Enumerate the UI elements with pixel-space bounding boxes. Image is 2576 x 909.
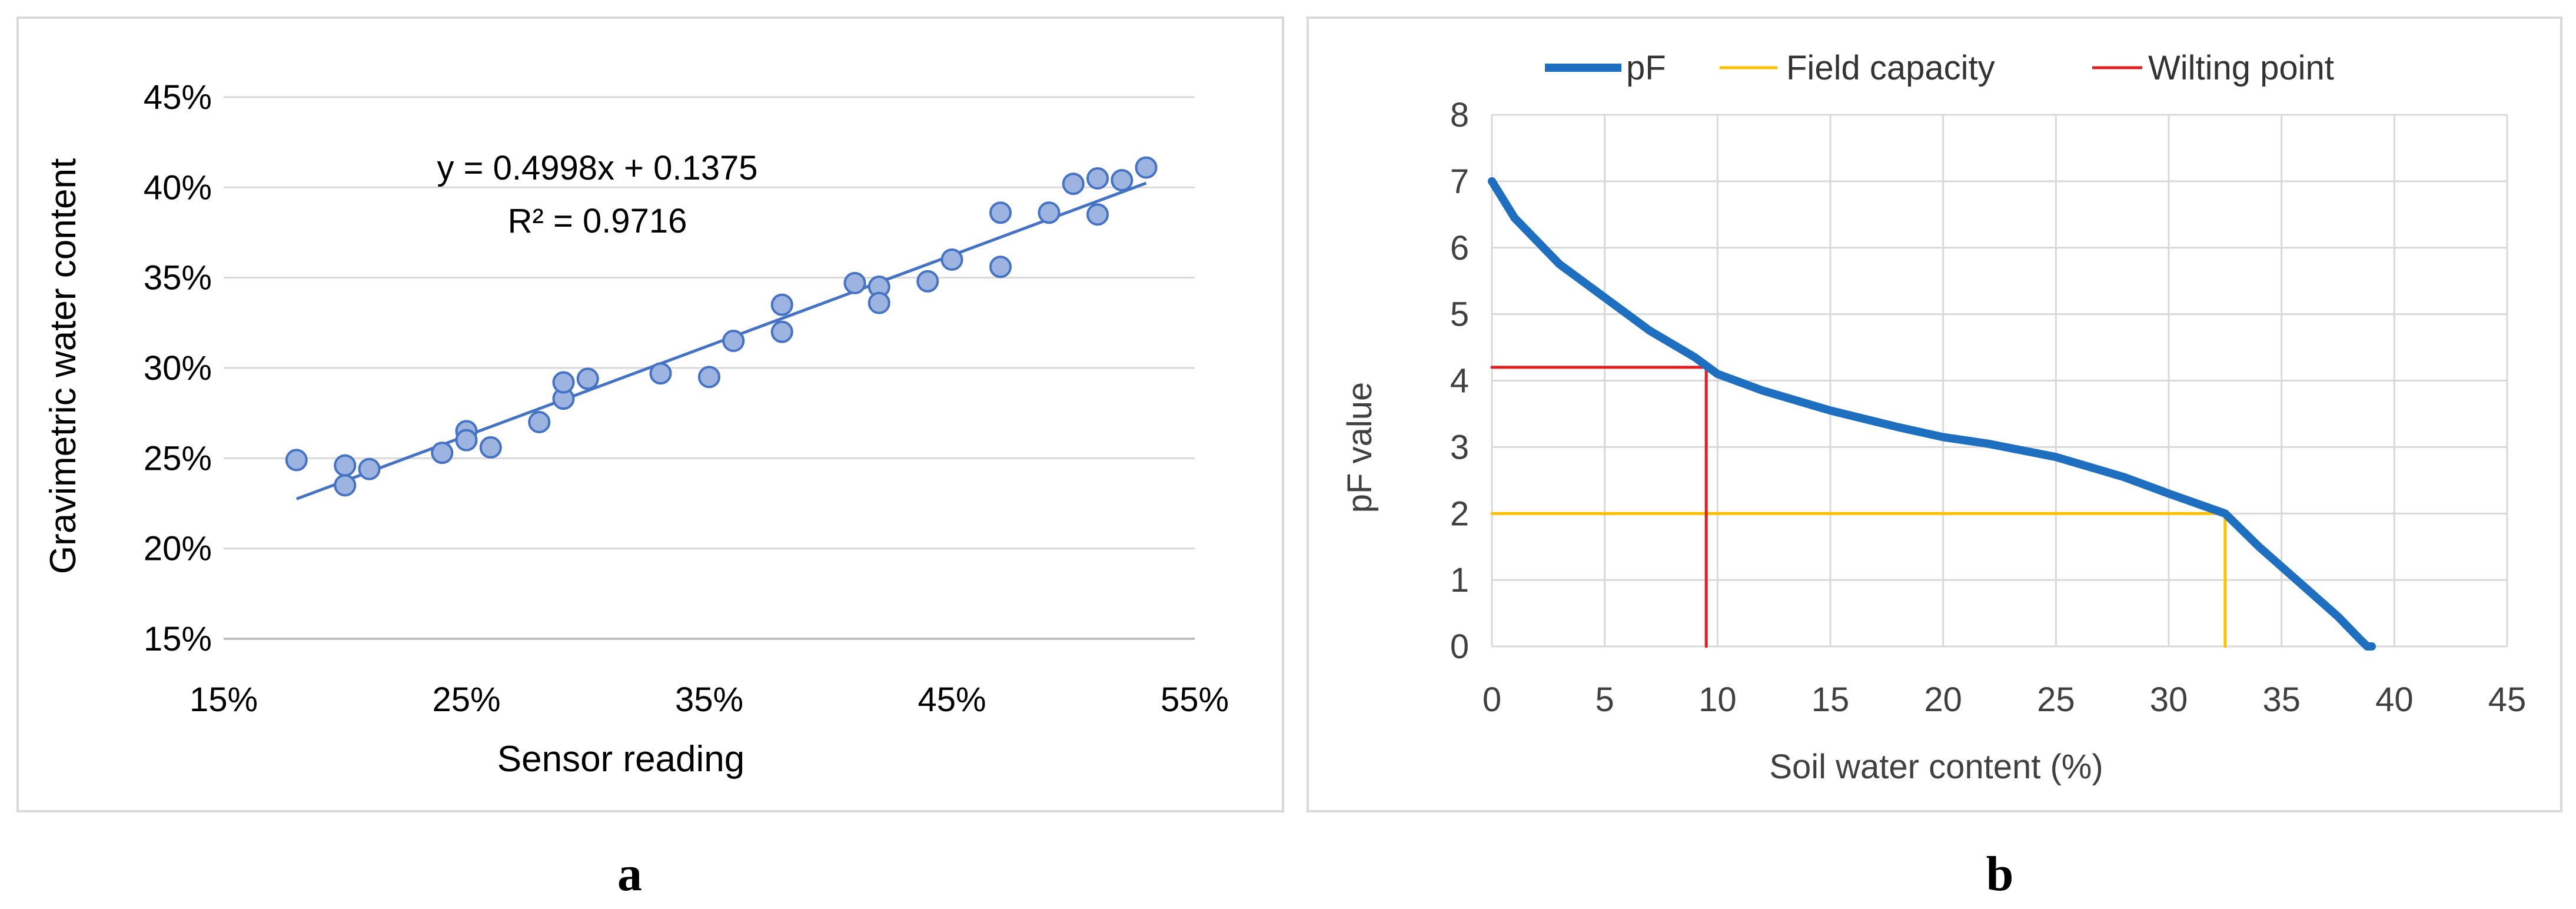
panel-a-y-tick-label: 40%: [144, 168, 212, 207]
panel-a-x-tick-label: 45%: [918, 681, 986, 719]
panel-a-data-points: [285, 156, 1158, 497]
panel-b-x-axis-title: Soil water content (%): [1769, 748, 2103, 786]
panel-b-x-tick-labels: 0 5 10 15 20 25 30 35 40 45: [1483, 681, 2526, 719]
panel-a-data-point: [867, 291, 890, 314]
panel-a-data-point: [431, 442, 454, 465]
panel-a-data-point: [843, 271, 866, 294]
panel-a-data-point: [649, 362, 672, 385]
panel-a-x-tick-labels: 15% 25% 35% 45% 55%: [190, 681, 1229, 719]
panel-a-x-tick-label: 55%: [1161, 681, 1229, 719]
panel-a-data-point: [334, 474, 357, 497]
panel-a-equation-annotation: y = 0.4998x + 0.1375: [437, 149, 758, 187]
panel-a-y-tick-label: 20%: [144, 530, 212, 568]
panel-b-x-tick-label: 45: [2488, 681, 2527, 719]
panel-b-series-lines: [1488, 177, 2376, 651]
panel-b-y-tick-label: 4: [1450, 362, 1469, 400]
panel-b-border: [1307, 16, 2562, 812]
panel-a-r-squared-annotation: R² = 0.9716: [508, 202, 687, 240]
panel-b-legend: pF Field capacity Wilting point: [1545, 49, 2334, 87]
legend-label-pF: pF: [1626, 49, 1666, 87]
panel-a-border: [16, 16, 1284, 812]
panel-a-data-point: [358, 457, 381, 480]
panel-a-x-tick-label: 15%: [190, 681, 258, 719]
panel-a-y-tick-label: 15%: [144, 620, 212, 658]
panel-a-y-tick-label: 25%: [144, 439, 212, 477]
panel-b-y-tick-label: 5: [1450, 296, 1469, 334]
panel-b-x-tick-label: 0: [1483, 681, 1501, 719]
panel-b-letter: b: [1986, 847, 2014, 901]
panel-a-data-point: [698, 366, 720, 389]
panel-a-y-tick-label: 45%: [144, 78, 212, 117]
legend-label-field-capacity: Field capacity: [1786, 49, 1995, 87]
panel-a-scatter-chart: 15% 25% 35% 45% 55% 15% 20% 25% 30% 35% 40% 45% y …: [16, 16, 1284, 812]
panel-a-gridlines: [224, 96, 1195, 550]
panel-a-data-point: [1038, 201, 1061, 224]
panel-b-y-tick-labels: 0 1 2 3 4 5 6 7 8: [1450, 96, 1469, 666]
panel-a-data-point: [916, 270, 939, 293]
panel-b-y-tick-label: 0: [1450, 628, 1469, 666]
panel-a-data-point: [334, 454, 357, 477]
panel-a-data-point: [722, 330, 745, 352]
panel-a-data-point: [1062, 172, 1085, 195]
panel-a-x-tick-label: 35%: [675, 681, 743, 719]
panel-b-x-tick-label: 35: [2262, 681, 2301, 719]
panel-a-data-point: [1086, 167, 1109, 190]
panel-a-x-axis-title: Sensor reading: [497, 739, 745, 779]
panel-b-y-tick-label: 8: [1450, 96, 1469, 134]
legend-label-wilting-point: Wilting point: [2148, 49, 2334, 87]
panel-a-data-point: [1135, 156, 1158, 179]
panel-b-y-tick-label: 7: [1450, 162, 1469, 201]
panel-a-data-point: [285, 449, 308, 472]
panel-b-series-pF: [1488, 177, 2376, 651]
panel-a-data-point: [989, 201, 1012, 224]
panel-b-x-tick-label: 15: [1811, 681, 1850, 719]
panel-a-letter: a: [617, 847, 642, 901]
panel-a-data-point: [1111, 169, 1134, 192]
panel-b-x-tick-label: 20: [1924, 681, 1962, 719]
panel-a-data-point: [1086, 203, 1109, 226]
panel-b-y-tick-label: 6: [1450, 229, 1469, 267]
panel-a-data-point: [528, 411, 551, 433]
panel-b-x-tick-label: 40: [2375, 681, 2414, 719]
panel-b-y-tick-label: 1: [1450, 561, 1469, 599]
panel-a-data-point: [770, 320, 793, 343]
panel-b-x-tick-label: 30: [2150, 681, 2188, 719]
panel-b-x-tick-label: 10: [1699, 681, 1737, 719]
panel-a-data-point: [479, 436, 502, 459]
panel-b-x-tick-label: 5: [1596, 681, 1614, 719]
panel-a-data-point: [989, 256, 1012, 278]
panel-a-y-tick-label: 30%: [144, 349, 212, 387]
panel-a-y-tick-label: 35%: [144, 259, 212, 297]
panel-a-data-point: [455, 429, 478, 452]
panel-a-x-tick-label: 25%: [432, 681, 500, 719]
panel-a-data-point: [770, 293, 793, 316]
panel-a-y-tick-labels: 15% 20% 25% 30% 35% 40% 45%: [144, 78, 212, 658]
panel-b-y-tick-label: 2: [1450, 495, 1469, 533]
panel-b-y-axis-title: pF value: [1341, 382, 1379, 513]
panel-a-y-axis-title: Gravimetric water content: [43, 158, 84, 574]
panel-a-data-point: [576, 367, 599, 390]
panel-b-x-tick-label: 25: [2037, 681, 2075, 719]
panel-a-data-point: [552, 371, 575, 394]
panel-a-data-point: [940, 248, 963, 271]
panel-b-y-tick-label: 3: [1450, 428, 1469, 466]
